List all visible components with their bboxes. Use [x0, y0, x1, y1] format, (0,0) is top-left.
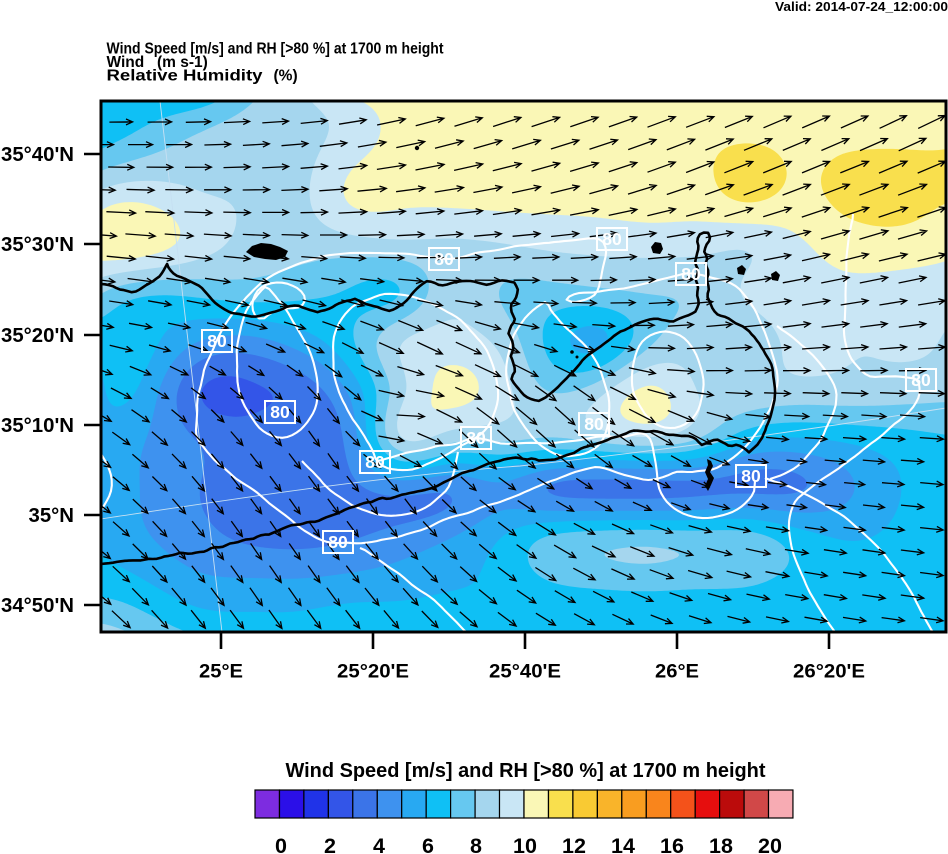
svg-text:(m s-1): (m s-1)	[157, 54, 208, 71]
svg-text:35°40'N: 35°40'N	[1, 144, 74, 166]
svg-text:80: 80	[584, 414, 604, 434]
svg-text:10: 10	[513, 834, 537, 854]
svg-text:80: 80	[466, 428, 486, 448]
svg-text:25°40'E: 25°40'E	[489, 661, 561, 683]
svg-text:25°E: 25°E	[199, 661, 243, 683]
svg-text:16: 16	[660, 834, 684, 854]
svg-text:Valid: 2014-07-24_12:00:00: Valid: 2014-07-24_12:00:00	[775, 0, 948, 14]
svg-text:2: 2	[324, 834, 336, 854]
svg-text:80: 80	[741, 466, 761, 486]
svg-text:35°30'N: 35°30'N	[1, 234, 74, 256]
svg-text:Wind Speed [m/s] and RH [>80 %: Wind Speed [m/s] and RH [>80 %] at 1700 …	[107, 41, 444, 58]
svg-text:80: 80	[434, 249, 454, 269]
svg-text:80: 80	[365, 452, 385, 472]
svg-text:0: 0	[275, 834, 287, 854]
svg-text:18: 18	[709, 834, 733, 854]
svg-text:14: 14	[611, 834, 635, 854]
svg-text:Wind Speed [m/s] and RH [>80 %: Wind Speed [m/s] and RH [>80 %] at 1700 …	[286, 760, 766, 782]
svg-text:35°20'N: 35°20'N	[1, 325, 74, 347]
svg-text:20: 20	[758, 834, 782, 854]
svg-text:12: 12	[562, 834, 586, 854]
svg-text:26°E: 26°E	[655, 661, 699, 683]
svg-text:80: 80	[328, 532, 348, 552]
svg-text:26°20'E: 26°20'E	[793, 661, 865, 683]
svg-text:35°N: 35°N	[29, 505, 75, 527]
svg-text:80: 80	[911, 370, 931, 390]
svg-text:80: 80	[207, 331, 227, 351]
svg-text:8: 8	[470, 834, 482, 854]
svg-text:34°50'N: 34°50'N	[1, 595, 74, 617]
svg-text:80: 80	[681, 264, 701, 284]
svg-text:80: 80	[270, 402, 290, 422]
svg-text:(%): (%)	[274, 68, 298, 85]
svg-text:35°10'N: 35°10'N	[1, 415, 74, 437]
svg-text:6: 6	[422, 834, 434, 854]
svg-text:25°20'E: 25°20'E	[337, 661, 409, 683]
svg-text:Relative Humidity: Relative Humidity	[107, 68, 263, 85]
svg-text:4: 4	[373, 834, 385, 854]
svg-text:Wind: Wind	[107, 54, 145, 71]
svg-text:80: 80	[602, 229, 622, 249]
